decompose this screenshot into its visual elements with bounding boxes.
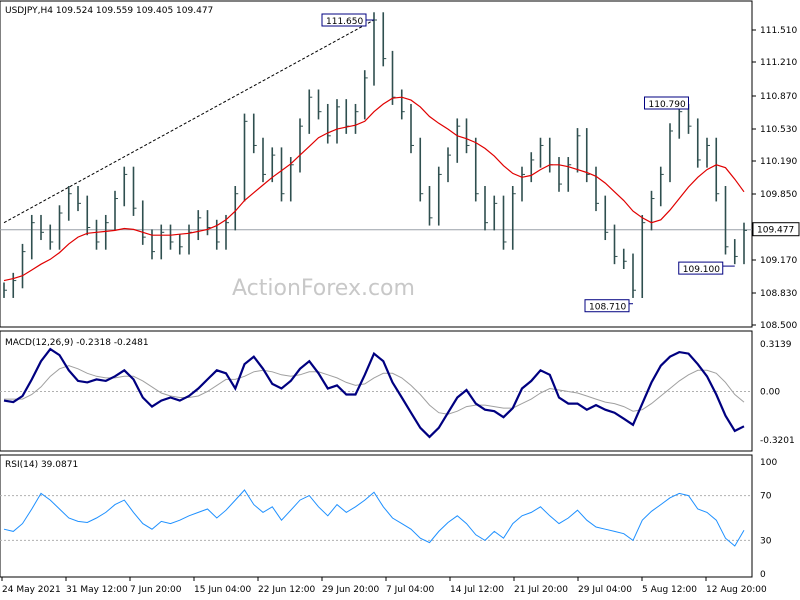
macd-label: MACD(12,26,9) -0.2318 -0.2481 [5, 338, 149, 348]
price-series [3, 12, 747, 298]
macd-y-ticks: 0.3139 0.00 -0.3201 [760, 340, 795, 446]
price-tick-label: 108.830 [760, 289, 797, 299]
rsi-tick-label: 70 [760, 492, 772, 502]
price-tick-label: 110.530 [760, 125, 797, 135]
macd-tick-label: -0.3201 [760, 436, 795, 446]
macd-signal-line [4, 365, 745, 415]
price-tick-label: 111.510 [760, 26, 797, 36]
x-axis: 24 May 2021 31 May 12:00 7 Jun 20:00 15 Jun… [1, 577, 767, 595]
rsi-panel: RSI(14) 39.0871 100 70 30 0 [0, 454, 777, 580]
price-tick-label: 109.170 [760, 256, 797, 266]
macd-line [3, 347, 745, 439]
chart-header: USDJPY,H4 109.524 109.559 109.405 109.47… [5, 6, 213, 16]
macd-tick-label: 0.3139 [760, 340, 792, 350]
price-tick-label: 108.500 [760, 321, 797, 331]
x-tick-label: 31 May 12:00 [66, 585, 128, 595]
annotation-label: 109.100 [683, 265, 720, 275]
price-annotations: 111.650 110.790 108.710 109.100 [321, 13, 735, 313]
x-tick-label: 7 Jul 04:00 [386, 585, 435, 595]
annotation-label: 108.710 [589, 303, 626, 313]
x-tick-label: 7 Jun 20:00 [130, 585, 182, 595]
x-tick-label: 12 Aug 20:00 [706, 585, 767, 595]
annotation-label: 111.650 [326, 17, 363, 27]
price-tick-label: 110.190 [760, 157, 797, 167]
rsi-tick-label: 0 [760, 570, 766, 580]
x-tick-label: 15 Jun 04:00 [194, 585, 251, 595]
x-tick-label: 21 Jul 20:00 [514, 585, 568, 595]
rsi-tick-label: 100 [760, 458, 777, 468]
x-tick-label: 22 Jun 12:00 [258, 585, 315, 595]
price-tick-label: 111.210 [760, 58, 797, 68]
current-price-label: 109.477 [757, 226, 794, 236]
annotation-box [644, 96, 689, 110]
macd-panel: MACD(12,26,9) -0.2318 -0.2481 0.3139 0.00… [0, 330, 795, 452]
watermark: ActionForex.com [232, 276, 415, 301]
moving-average-line [3, 96, 745, 282]
macd-tick-label: 0.00 [760, 387, 780, 397]
rsi-y-ticks: 100 70 30 0 [760, 458, 777, 580]
current-price-badge: 109.477 [752, 222, 800, 237]
x-tick-label: 5 Aug 12:00 [642, 585, 697, 595]
annotation-label: 110.790 [649, 100, 686, 110]
x-tick-label: 24 May 2021 [2, 585, 61, 595]
price-panel: USDJPY,H4 109.524 109.559 109.405 109.47… [0, 0, 800, 331]
price-tick-label: 109.850 [760, 190, 797, 200]
rsi-label: RSI(14) 39.0871 [5, 460, 78, 470]
rsi-line [3, 489, 745, 547]
x-tick-label: 29 Jun 20:00 [322, 585, 379, 595]
annotation-box [678, 261, 724, 275]
price-tick-label: 110.870 [760, 92, 797, 102]
trendline [3, 19, 375, 224]
rsi-tick-label: 30 [760, 536, 772, 546]
annotation-box [584, 299, 630, 313]
x-tick-label: 14 Jul 12:00 [450, 585, 504, 595]
x-tick-label: 29 Jul 04:00 [578, 585, 632, 595]
